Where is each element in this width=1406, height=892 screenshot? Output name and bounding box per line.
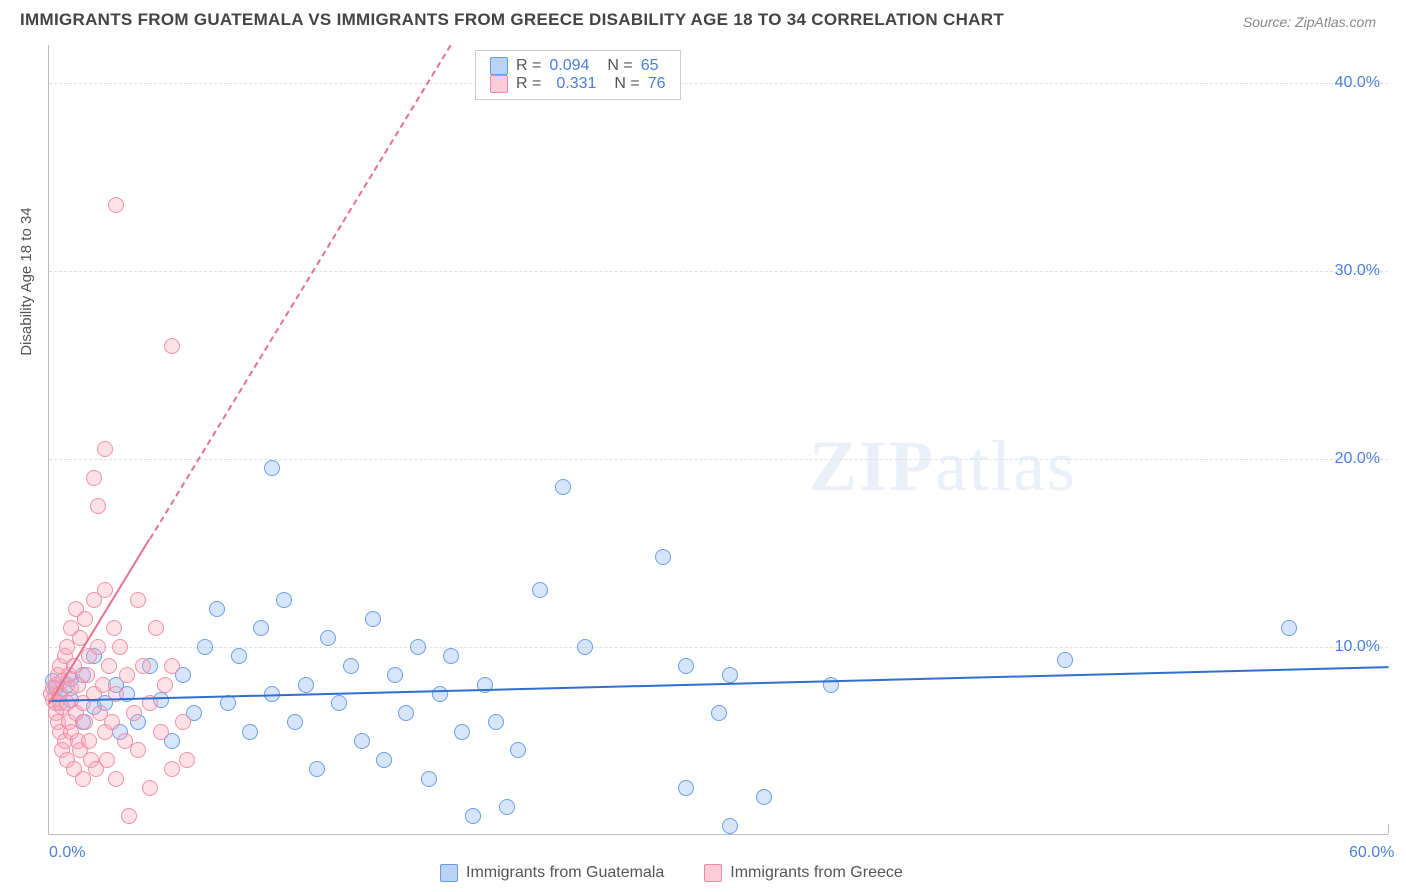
data-point <box>756 789 772 805</box>
data-point <box>454 724 470 740</box>
legend-label: Immigrants from Greece <box>730 864 902 882</box>
data-point <box>148 620 164 636</box>
data-point <box>678 658 694 674</box>
data-point <box>77 611 93 627</box>
y-tick-label: 20.0% <box>1335 450 1380 468</box>
data-point <box>130 742 146 758</box>
data-point <box>465 808 481 824</box>
data-point <box>99 752 115 768</box>
regression-line <box>149 45 451 539</box>
data-point <box>164 658 180 674</box>
data-point <box>253 620 269 636</box>
data-point <box>77 714 93 730</box>
data-point <box>108 197 124 213</box>
data-point <box>157 677 173 693</box>
data-point <box>242 724 258 740</box>
data-point <box>387 667 403 683</box>
y-axis-title: Disability Age 18 to 34 <box>18 207 35 355</box>
data-point <box>112 639 128 655</box>
data-point <box>577 639 593 655</box>
x-tick-label: 60.0% <box>1349 844 1394 862</box>
data-point <box>135 658 151 674</box>
legend-swatch-pink <box>704 864 722 882</box>
data-point <box>555 479 571 495</box>
data-point <box>365 611 381 627</box>
data-point <box>179 752 195 768</box>
data-point <box>398 705 414 721</box>
y-tick-label: 10.0% <box>1335 638 1380 656</box>
data-point <box>443 648 459 664</box>
legend-label: Immigrants from Guatemala <box>466 864 664 882</box>
source-attribution: Source: ZipAtlas.com <box>1243 14 1376 30</box>
data-point <box>298 677 314 693</box>
regression-line <box>49 666 1389 702</box>
data-point <box>142 780 158 796</box>
series-legend: Immigrants from Guatemala Immigrants fro… <box>440 864 903 882</box>
gridline <box>49 271 1388 272</box>
data-point <box>711 705 727 721</box>
data-point <box>106 620 122 636</box>
data-point <box>287 714 303 730</box>
y-tick-label: 30.0% <box>1335 262 1380 280</box>
data-point <box>432 686 448 702</box>
data-point <box>1281 620 1297 636</box>
data-point <box>722 818 738 834</box>
data-point <box>130 592 146 608</box>
data-point <box>421 771 437 787</box>
data-point <box>164 761 180 777</box>
legend-swatch-blue <box>490 57 508 75</box>
data-point <box>153 724 169 740</box>
data-point <box>655 549 671 565</box>
data-point <box>1057 652 1073 668</box>
data-point <box>175 714 191 730</box>
data-point <box>86 470 102 486</box>
correlation-legend: R = 0.094 N = 65 R = 0.331 N = 76 <box>475 50 681 100</box>
data-point <box>823 677 839 693</box>
data-point <box>164 338 180 354</box>
data-point <box>343 658 359 674</box>
data-point <box>488 714 504 730</box>
data-point <box>264 460 280 476</box>
gridline <box>49 647 1388 648</box>
gridline <box>49 83 1388 84</box>
data-point <box>320 630 336 646</box>
data-point <box>90 498 106 514</box>
data-point <box>126 705 142 721</box>
data-point <box>499 799 515 815</box>
y-tick-label: 40.0% <box>1335 74 1380 92</box>
data-point <box>309 761 325 777</box>
data-point <box>104 714 120 730</box>
data-point <box>722 667 738 683</box>
data-point <box>97 582 113 598</box>
data-point <box>532 582 548 598</box>
data-point <box>410 639 426 655</box>
data-point <box>101 658 117 674</box>
data-point <box>276 592 292 608</box>
data-point <box>97 441 113 457</box>
data-point <box>81 733 97 749</box>
x-tick-label: 0.0% <box>49 844 85 862</box>
data-point <box>220 695 236 711</box>
data-point <box>376 752 392 768</box>
data-point <box>678 780 694 796</box>
data-point <box>90 639 106 655</box>
data-point <box>510 742 526 758</box>
data-point <box>231 648 247 664</box>
data-point <box>197 639 213 655</box>
data-point <box>121 808 137 824</box>
watermark: ZIPatlas <box>809 425 1077 508</box>
data-point <box>108 771 124 787</box>
data-point <box>354 733 370 749</box>
data-point <box>79 667 95 683</box>
data-point <box>119 667 135 683</box>
data-point <box>331 695 347 711</box>
data-point <box>209 601 225 617</box>
scatter-chart: ZIPatlas 10.0%20.0%30.0%40.0%0.0%60.0% <box>48 45 1388 835</box>
legend-swatch-blue <box>440 864 458 882</box>
chart-title: IMMIGRANTS FROM GUATEMALA VS IMMIGRANTS … <box>20 10 1004 30</box>
legend-swatch-pink <box>490 75 508 93</box>
gridline <box>49 459 1388 460</box>
